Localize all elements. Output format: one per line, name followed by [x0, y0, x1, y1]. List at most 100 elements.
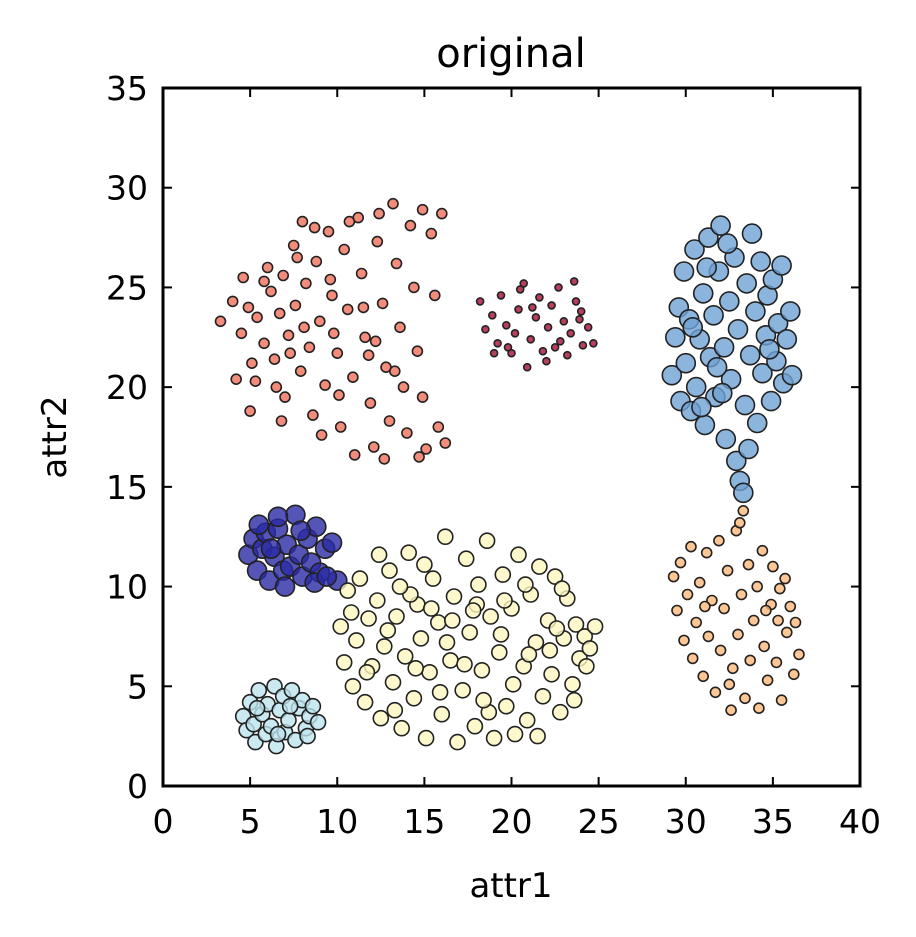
data-point	[529, 727, 546, 745]
data-point	[589, 338, 598, 348]
data-point	[391, 578, 409, 595]
data-point	[281, 697, 299, 715]
y-tick-label: 10	[106, 568, 148, 607]
data-point	[528, 303, 537, 312]
data-point	[298, 321, 310, 334]
data-point	[388, 608, 405, 625]
data-point	[678, 634, 690, 647]
x-tick-label: 25	[578, 802, 620, 841]
data-point	[759, 338, 780, 360]
data-point	[784, 600, 797, 613]
data-point	[355, 267, 368, 280]
data-point	[408, 281, 420, 294]
data-point	[711, 382, 733, 404]
data-point	[294, 365, 307, 378]
data-point	[551, 703, 569, 721]
data-point	[487, 310, 497, 320]
data-point	[400, 544, 418, 562]
data-point	[386, 701, 404, 719]
data-point	[359, 331, 371, 344]
data-point	[368, 592, 386, 609]
data-point	[745, 301, 766, 322]
data-point	[581, 640, 599, 657]
data-point	[510, 328, 520, 338]
data-point	[531, 312, 541, 322]
y-tick-label: 25	[106, 268, 148, 307]
data-point	[300, 277, 312, 290]
y-tick-label: 30	[106, 169, 148, 208]
x-tick-label: 35	[752, 802, 794, 841]
data-point	[482, 608, 499, 625]
data-point	[586, 618, 604, 635]
data-point	[739, 344, 761, 366]
data-point	[548, 620, 566, 637]
data-point	[775, 694, 788, 707]
data-point	[277, 269, 290, 282]
data-point	[493, 338, 502, 348]
data-point	[269, 725, 287, 743]
data-point	[356, 693, 374, 711]
data-point	[246, 357, 258, 370]
data-point	[343, 215, 356, 228]
x-tick-label: 20	[491, 802, 533, 841]
data-point	[411, 345, 424, 358]
data-point	[364, 397, 377, 409]
data-point	[727, 318, 749, 340]
data-point	[279, 391, 291, 403]
data-point	[315, 429, 328, 441]
data-point	[397, 381, 410, 393]
data-point	[378, 453, 391, 465]
data-point	[756, 544, 769, 557]
x-tick-label: 15	[403, 802, 445, 841]
data-point	[496, 291, 506, 300]
data-point	[283, 681, 301, 699]
data-point	[413, 451, 425, 463]
data-point	[260, 538, 282, 560]
data-point	[685, 376, 707, 398]
data-point	[547, 301, 556, 310]
data-point	[673, 261, 695, 282]
data-point	[416, 556, 433, 573]
data-point	[347, 371, 359, 384]
data-point	[714, 644, 727, 657]
data-point	[554, 283, 563, 292]
data-point	[370, 546, 388, 564]
data-point	[390, 257, 403, 270]
data-point	[376, 297, 389, 310]
data-point	[348, 449, 361, 461]
data-point	[702, 630, 715, 643]
data-point	[249, 375, 262, 388]
data-point	[383, 415, 396, 427]
data-point	[387, 197, 399, 210]
data-point	[571, 297, 581, 306]
data-point	[226, 295, 239, 308]
data-point	[310, 255, 323, 268]
data-point	[575, 314, 584, 324]
data-point	[535, 293, 544, 302]
data-point	[442, 652, 459, 669]
data-point	[237, 271, 249, 284]
data-point	[738, 438, 759, 460]
data-point	[424, 570, 442, 587]
data-point	[324, 273, 337, 286]
data-point	[489, 348, 499, 358]
data-point	[583, 322, 593, 332]
y-tick-label: 20	[106, 368, 148, 407]
data-point	[543, 665, 560, 683]
data-point	[732, 482, 754, 504]
data-point	[735, 588, 748, 601]
data-point	[416, 391, 429, 403]
data-point	[506, 725, 524, 743]
data-point	[439, 437, 452, 449]
data-point	[429, 614, 447, 631]
data-point	[360, 610, 377, 627]
data-point	[457, 550, 475, 568]
data-point	[776, 328, 798, 350]
data-point	[760, 604, 772, 617]
data-point	[746, 412, 768, 434]
data-point	[309, 713, 327, 731]
data-point	[682, 316, 704, 338]
data-point	[432, 421, 445, 433]
data-point	[698, 227, 719, 248]
